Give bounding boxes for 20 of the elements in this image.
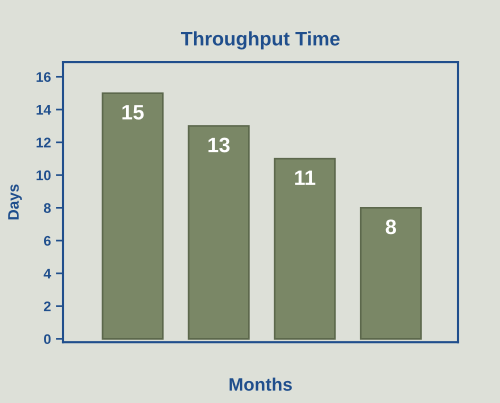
bar — [274, 158, 336, 340]
x-axis-title: Months — [230, 378, 292, 391]
y-tick-label: 12 — [36, 138, 51, 148]
bar — [360, 207, 422, 340]
y-tick-label: 16 — [36, 72, 51, 82]
y-tick-label: 0 — [44, 334, 51, 344]
data-label: 11 — [295, 170, 316, 185]
y-tick-label: 4 — [44, 268, 52, 278]
y-tick-label: 10 — [36, 170, 51, 180]
y-tick-label: 8 — [44, 203, 51, 214]
data-label: 15 — [122, 105, 144, 120]
chart-title: Throughput Time — [180, 31, 340, 50]
data-label: 8 — [386, 220, 396, 234]
data-label: 13 — [208, 138, 230, 152]
y-tick-label: 6 — [44, 236, 51, 246]
y-axis-title: Days — [8, 184, 22, 220]
y-tick-label: 2 — [44, 301, 51, 312]
bar — [102, 92, 164, 340]
bar — [188, 125, 250, 340]
y-tick-label: 14 — [36, 105, 52, 115]
